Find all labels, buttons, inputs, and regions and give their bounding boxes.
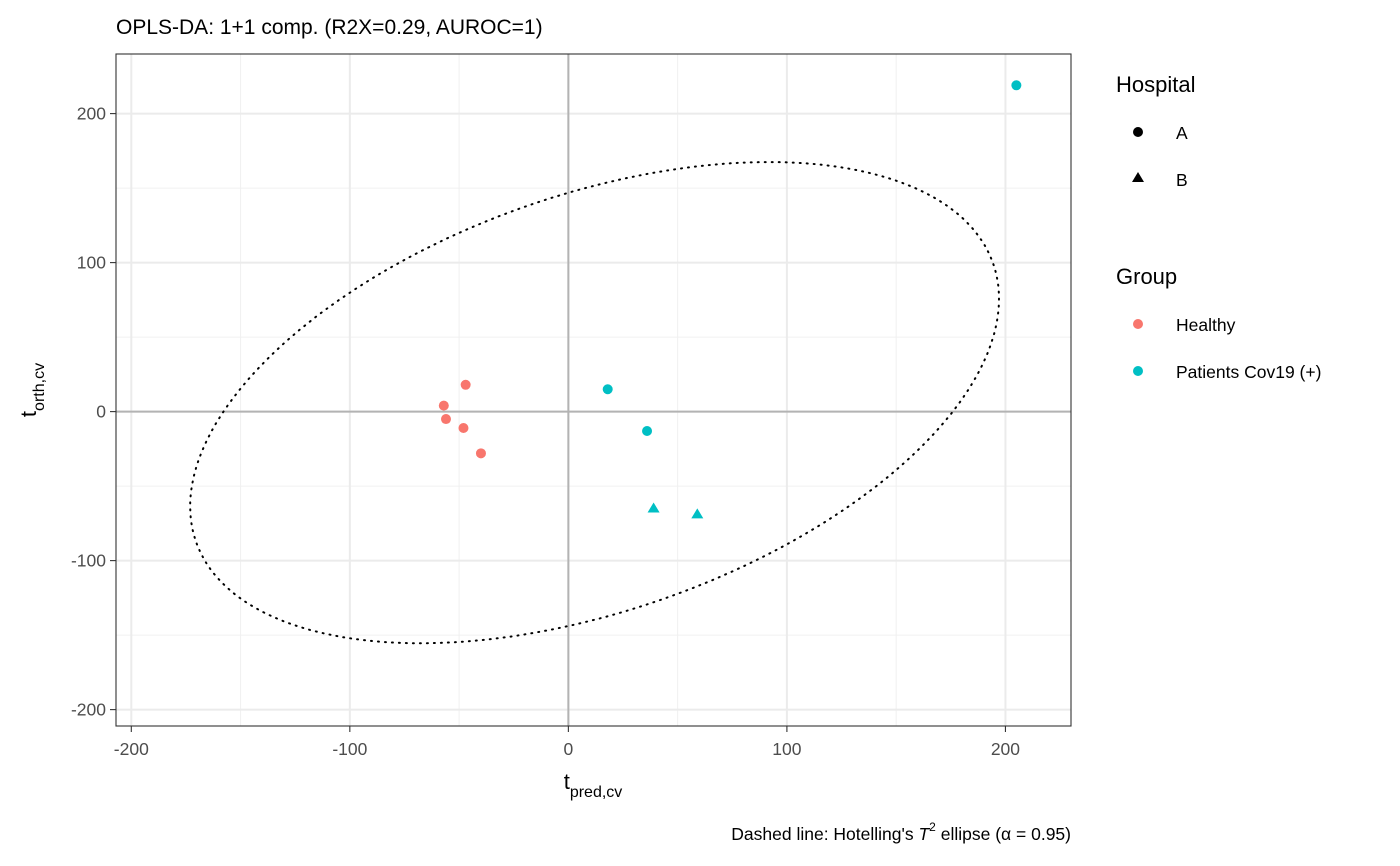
y-tick-label: 200 [77, 104, 106, 124]
legend-key-patients [1133, 366, 1143, 376]
legend-group-title: Group [1116, 264, 1177, 289]
data-points [438, 80, 1022, 519]
x-tick-label: -100 [332, 739, 367, 759]
data-point-circle [602, 384, 613, 395]
x-tick-label: 200 [991, 739, 1020, 759]
x-tick-label: 0 [564, 739, 574, 759]
legend-key-healthy [1133, 319, 1143, 329]
y-tick-label: 0 [96, 402, 106, 422]
chart-caption: Dashed line: Hotelling's T2 ellipse (α =… [731, 820, 1071, 844]
data-point-circle [440, 414, 451, 425]
chart-title: OPLS-DA: 1+1 comp. (R2X=0.29, AUROC=1) [116, 16, 543, 39]
data-point-circle [460, 379, 471, 390]
y-axis-label: torth,cv [16, 363, 48, 417]
legend-hospital: Hospital A B [1116, 72, 1195, 190]
legend-key-triangle [1132, 172, 1144, 182]
x-axis-ticks: -200 -100 0 100 200 [114, 726, 1020, 759]
plot-panel [116, 54, 1071, 726]
legend-group-item-patients: Patients Cov19 (+) [1176, 362, 1321, 382]
data-point-triangle [647, 502, 660, 513]
legend-hospital-item-a: A [1176, 123, 1188, 143]
data-point-circle [642, 425, 653, 436]
reference-lines [116, 54, 1071, 726]
legend-hospital-item-b: B [1176, 170, 1188, 190]
y-tick-label: 100 [77, 253, 106, 273]
plot-panel-border [115, 53, 1072, 727]
y-tick-label: -200 [71, 700, 106, 720]
data-point-circle [1011, 80, 1022, 91]
data-point-circle [438, 400, 449, 411]
hotelling-t2-ellipse [189, 161, 1001, 645]
x-tick-label: 100 [772, 739, 801, 759]
legend-key-circle [1133, 127, 1143, 137]
legend-group: Group Healthy Patients Cov19 (+) [1116, 264, 1321, 382]
data-point-circle [458, 422, 469, 433]
data-point-triangle [691, 508, 704, 519]
legend-hospital-title: Hospital [1116, 72, 1195, 97]
y-axis-ticks: -200 -100 0 100 200 [71, 104, 116, 720]
minor-grid [116, 54, 1071, 726]
y-tick-label: -100 [71, 551, 106, 571]
data-point-circle [475, 448, 486, 459]
x-axis-label: tpred,cv [564, 769, 623, 801]
legend-group-item-healthy: Healthy [1176, 315, 1236, 335]
x-tick-label: -200 [114, 739, 149, 759]
